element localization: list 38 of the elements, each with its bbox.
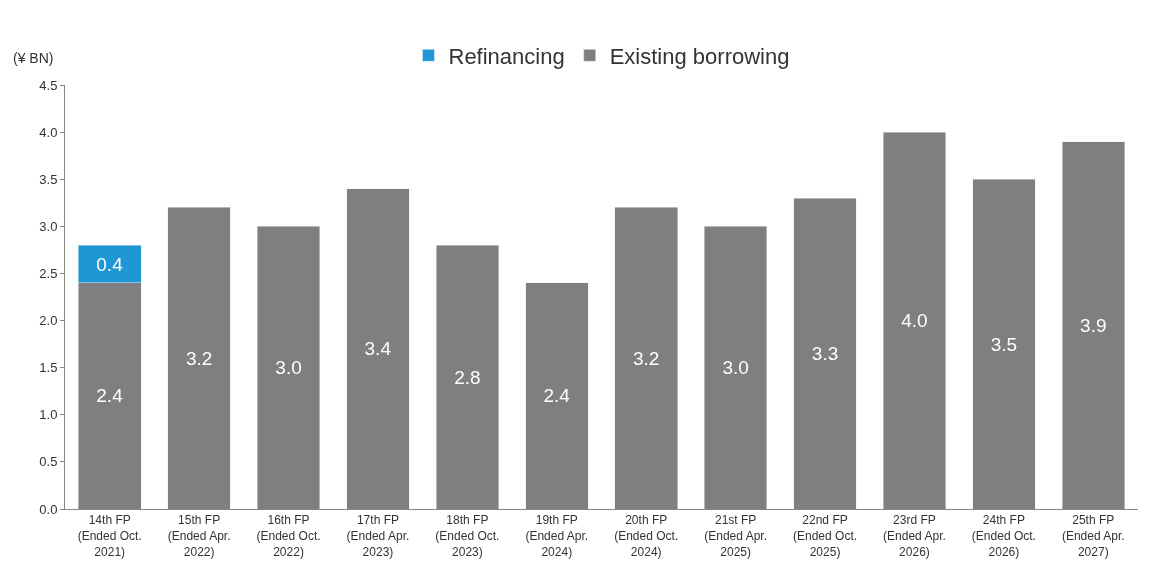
data-label: 2.4: [543, 385, 571, 407]
data-label: 3.3: [811, 343, 839, 365]
x-tick-label: 15th FP (Ended Apr. 2022): [167, 513, 231, 559]
x-tick-label: 22nd FP (Ended Oct. 2025): [793, 513, 858, 559]
x-tick-label: 24th FP (Ended Oct. 2026): [971, 513, 1036, 559]
y-tick-label: 4.5: [39, 77, 58, 93]
legend-label: Existing borrowing: [609, 43, 790, 69]
x-tick-label: 17th FP (Ended Apr. 2023): [346, 513, 410, 559]
data-label: 3.5: [990, 333, 1018, 355]
data-label: 3.0: [275, 357, 302, 379]
y-tick-label: 0.5: [39, 454, 58, 470]
data-label: 3.4: [364, 338, 392, 360]
y-tick-label: 2.0: [39, 313, 58, 329]
x-tick-label: 21st FP (Ended Apr. 2025): [704, 513, 767, 559]
x-tick-label: 16th FP (Ended Oct. 2022): [256, 513, 321, 559]
x-tick-label: 23rd FP (Ended Apr. 2026): [883, 513, 946, 559]
data-label: 3.2: [632, 347, 660, 369]
data-label: 3.0: [722, 357, 749, 379]
y-tick-label: 1.0: [39, 407, 58, 423]
data-label: 2.4: [96, 385, 124, 407]
x-tick-label: 20th FP (Ended Oct. 2024): [614, 513, 679, 559]
y-tick-label: 0.0: [39, 501, 58, 517]
legend-label: Refinancing: [448, 43, 565, 69]
x-tick-label: 25th FP (Ended Apr. 2027): [1061, 513, 1125, 559]
data-label: 0.4: [96, 253, 124, 275]
y-tick-label: 1.5: [39, 360, 58, 376]
data-label: 3.2: [185, 347, 213, 369]
x-tick-label: 14th FP (Ended Oct. 2021): [77, 513, 142, 559]
x-tick-label: 18th FP (Ended Oct. 2023): [435, 513, 500, 559]
y-tick-label: 3.0: [39, 218, 58, 234]
data-label: 3.9: [1080, 314, 1107, 336]
y-axis-title: (¥ BN): [13, 50, 54, 66]
y-tick-label: 4.0: [39, 124, 58, 140]
y-tick-label: 2.5: [39, 265, 58, 281]
x-tick-label: 19th FP (Ended Apr. 2024): [525, 513, 589, 559]
data-label: 2.8: [454, 366, 481, 388]
data-label: 4.0: [901, 310, 928, 332]
y-tick-label: 3.5: [39, 171, 58, 187]
